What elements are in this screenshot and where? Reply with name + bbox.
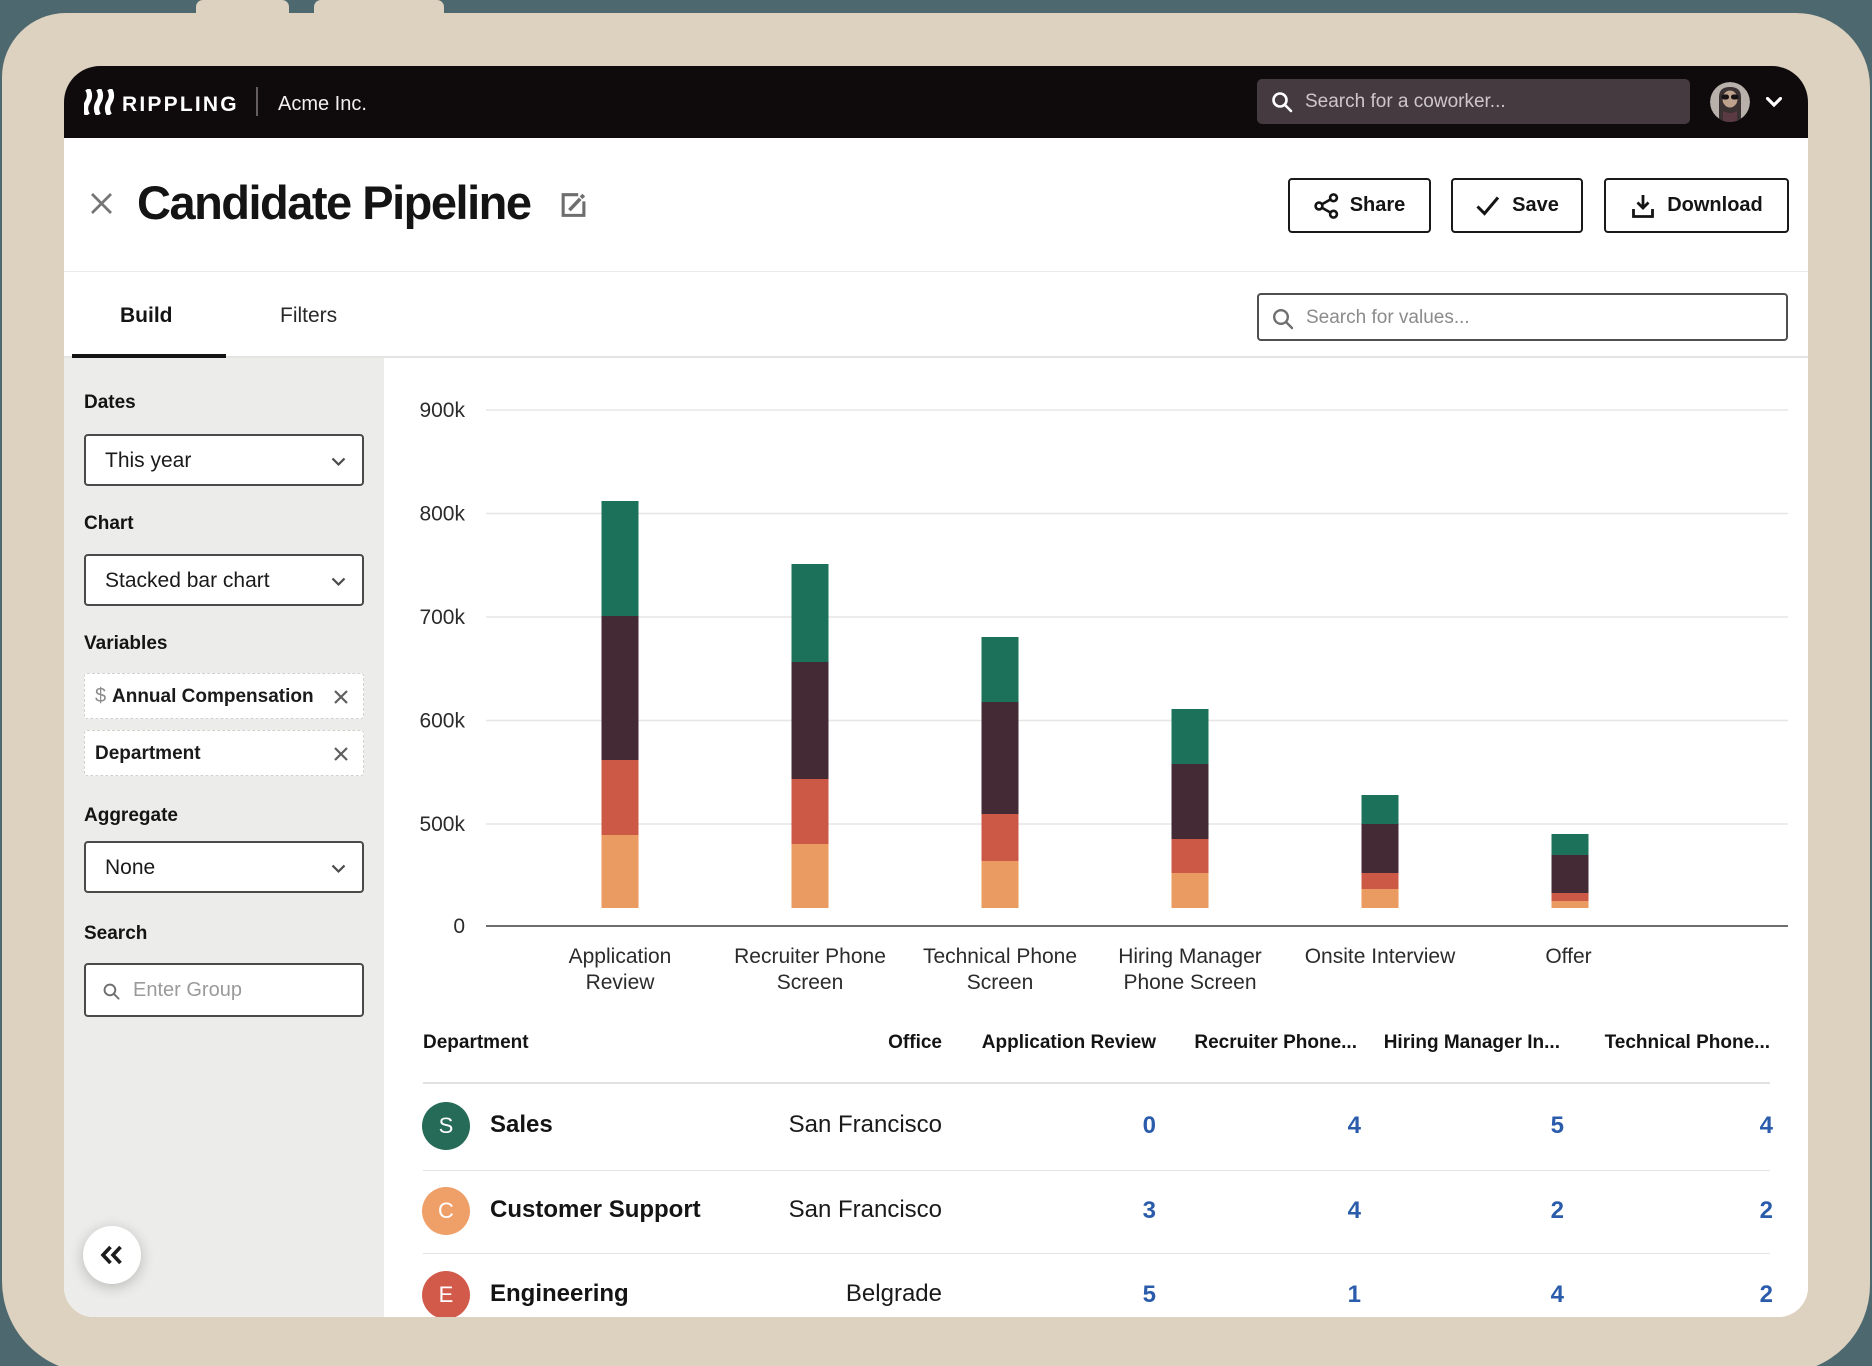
svg-text:Recruiter Phone: Recruiter Phone: [734, 945, 886, 968]
svg-text:0: 0: [453, 915, 465, 938]
svg-text:700k: 700k: [419, 606, 465, 629]
svg-text:Technical Phone: Technical Phone: [923, 945, 1077, 968]
svg-text:Screen: Screen: [777, 971, 844, 994]
svg-text:900k: 900k: [419, 399, 465, 422]
svg-text:Phone Screen: Phone Screen: [1123, 971, 1256, 994]
svg-text:Review: Review: [586, 971, 656, 994]
svg-text:500k: 500k: [419, 813, 465, 836]
svg-text:Application: Application: [569, 945, 672, 968]
svg-text:Hiring Manager: Hiring Manager: [1118, 945, 1262, 968]
svg-text:Onsite Interview: Onsite Interview: [1305, 945, 1456, 968]
svg-text:Screen: Screen: [967, 971, 1034, 994]
svg-text:800k: 800k: [419, 503, 465, 526]
svg-text:600k: 600k: [419, 710, 465, 733]
svg-text:Offer: Offer: [1545, 945, 1591, 968]
